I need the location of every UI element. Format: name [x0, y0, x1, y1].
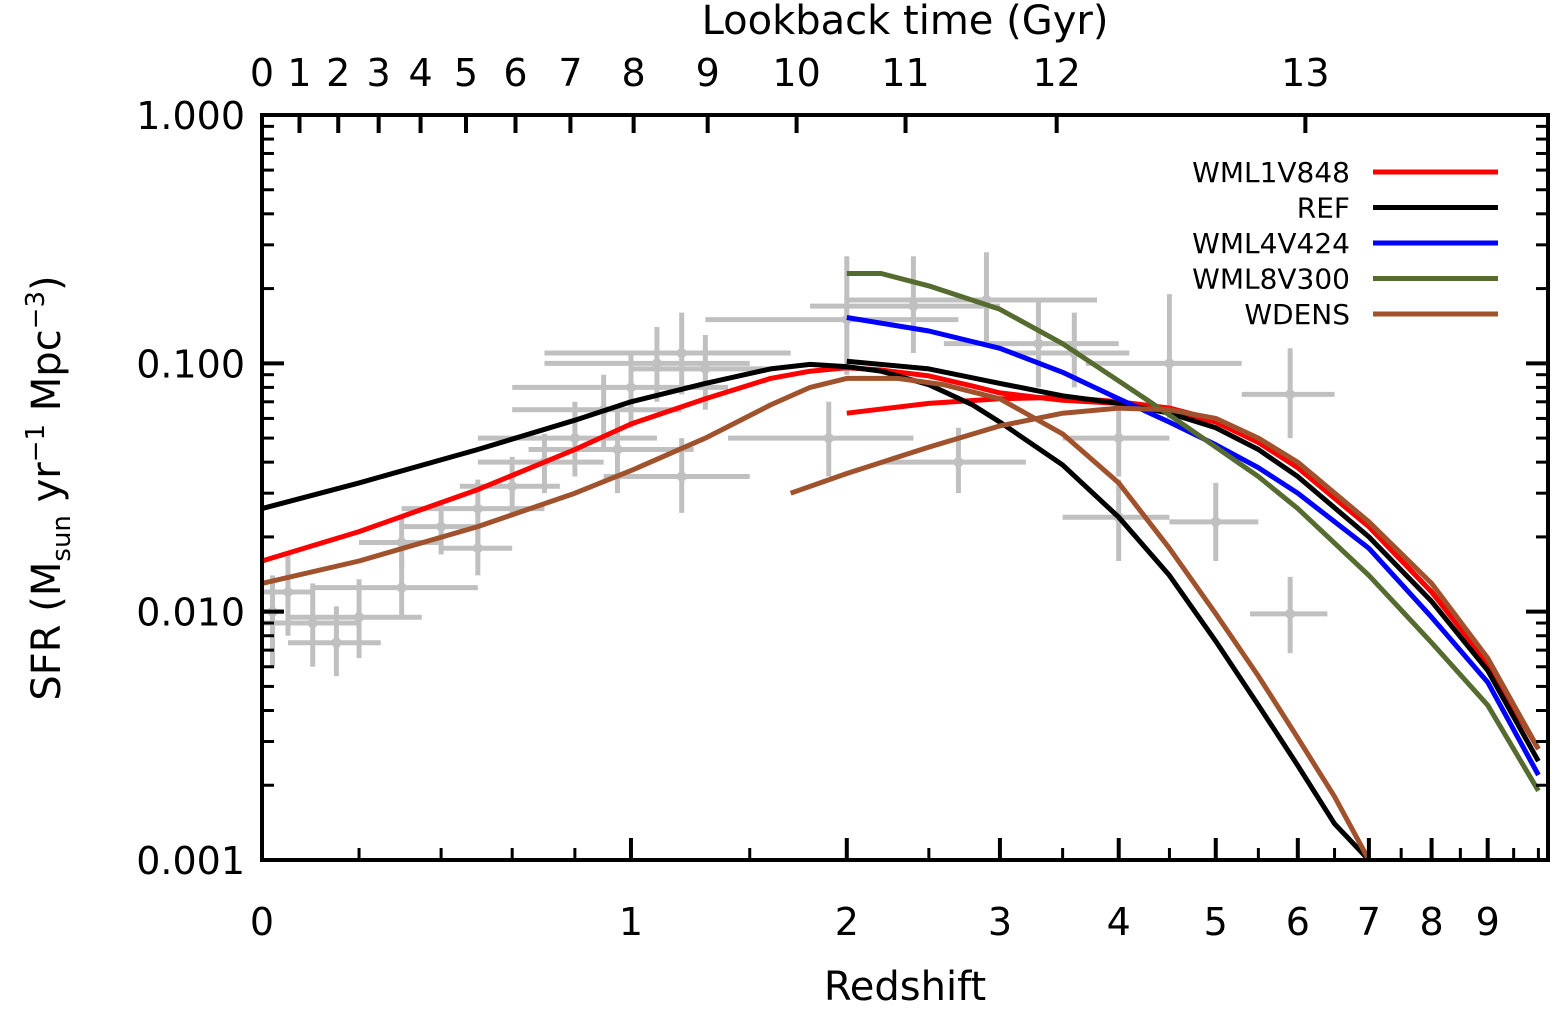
x-tick-label: 1	[619, 900, 643, 944]
top-tick-label: 11	[881, 51, 929, 95]
obs-point	[1033, 338, 1044, 349]
x-tick-label: 5	[1204, 900, 1228, 944]
series-line-ref	[846, 358, 1541, 763]
top-tick-label: 5	[454, 51, 478, 95]
obs-point	[676, 348, 687, 359]
series-line-wdens	[261, 375, 1372, 862]
top-tick-label: 8	[622, 51, 646, 95]
obs-point	[676, 471, 687, 482]
top-tick-label: 13	[1281, 51, 1329, 95]
y-tick-label: 0.100	[136, 342, 245, 386]
x-tick-label: 9	[1476, 900, 1500, 944]
x-tick-label: 7	[1357, 900, 1381, 944]
top-tick-label: 7	[558, 51, 582, 95]
y-tick-label: 0.010	[136, 591, 245, 635]
obs-point	[1285, 608, 1296, 619]
obs-point	[651, 358, 662, 369]
plot-frame	[260, 113, 1550, 862]
obs-point	[1113, 433, 1124, 444]
obs-point	[472, 543, 483, 554]
x-tick-label: 3	[988, 900, 1012, 944]
legend-label: WML4V424	[1192, 227, 1350, 260]
top-tick-label: 9	[696, 51, 720, 95]
obs-point	[823, 433, 834, 444]
x-tick-label: 6	[1286, 900, 1310, 944]
top-tick-label: 2	[326, 51, 350, 95]
obs-point	[908, 301, 919, 312]
x-axis-title: Redshift	[824, 964, 986, 1007]
top-tick-label: 12	[1032, 51, 1080, 95]
legend-label: REF	[1297, 192, 1350, 225]
series-line-wml1v848	[261, 365, 1541, 751]
series-line-wdens	[789, 405, 1541, 751]
legend-label: WDENS	[1244, 298, 1350, 331]
axis-ticks: 0 1 2 3 4 5 6 7 8 90 1 2 3 4 5 6 7 8 9 10 11 12 130.0010.0100.…	[136, 51, 1548, 944]
top-tick-label: 3	[367, 51, 391, 95]
top-tick-label: 4	[408, 51, 432, 95]
top-tick-label: 6	[503, 51, 527, 95]
obs-point	[1210, 516, 1221, 527]
x-tick-label: 0	[250, 900, 274, 944]
obs-point	[354, 612, 365, 623]
top-tick-label: 1	[287, 51, 311, 95]
obs-point	[436, 521, 447, 532]
obs-point	[569, 433, 580, 444]
obs-point	[307, 618, 318, 629]
series-lines	[261, 271, 1541, 862]
legend-label: WML8V300	[1192, 263, 1350, 296]
y-axis-title: SFR (Msun yr−1 Mpc−3)	[21, 275, 77, 700]
obs-point	[700, 363, 711, 374]
obs-point	[953, 457, 964, 468]
top-tick-label: 0	[250, 51, 274, 95]
obs-point	[625, 382, 636, 393]
y-tick-label: 1.000	[136, 94, 245, 138]
obs-point	[612, 444, 623, 455]
obs-point	[1285, 389, 1296, 400]
x-tick-label: 8	[1419, 900, 1443, 944]
legend-label: WML1V848	[1192, 156, 1350, 189]
obs-point	[396, 537, 407, 548]
y-tick-label: 0.001	[136, 839, 245, 883]
series-line-wml1v848	[846, 394, 1541, 751]
obs-point	[331, 637, 342, 648]
obs-point	[282, 587, 293, 598]
obs-point	[472, 503, 483, 514]
series-line-wml8v300	[846, 271, 1541, 793]
x-tick-label: 2	[835, 900, 859, 944]
obs-point	[507, 481, 518, 492]
obs-point	[1164, 358, 1175, 369]
top-tick-label: 10	[772, 51, 820, 95]
top-axis-title: Lookback time (Gyr)	[702, 0, 1109, 44]
x-tick-label: 4	[1107, 900, 1131, 944]
obs-point	[396, 582, 407, 593]
